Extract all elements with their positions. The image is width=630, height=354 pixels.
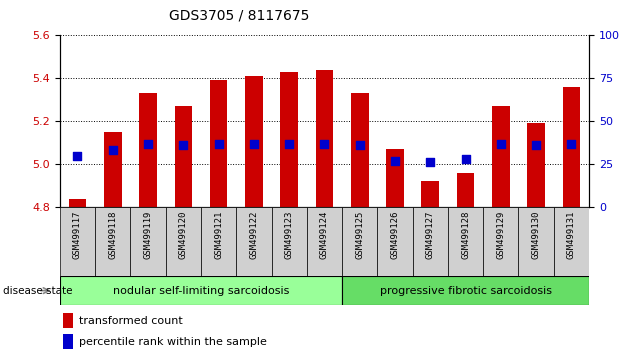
Bar (60, 276, 342, 305)
Point (390, 158, 400, 164)
Text: GSM499125: GSM499125 (355, 211, 364, 259)
Text: GSM499118: GSM499118 (108, 211, 117, 259)
Bar (386, 149, 404, 207)
Text: GSM499119: GSM499119 (144, 211, 152, 259)
Bar (63, 313, 72, 328)
Point (496, 141, 506, 147)
Bar (175, 106, 192, 207)
Bar (316, 70, 333, 207)
Point (355, 142, 365, 148)
Bar (95, 207, 130, 276)
Bar (280, 72, 298, 207)
Bar (210, 80, 227, 207)
Bar (518, 207, 554, 276)
Point (319, 141, 329, 147)
Text: GSM499131: GSM499131 (567, 211, 576, 259)
Bar (69, 199, 86, 207)
Bar (130, 207, 166, 276)
Bar (139, 93, 157, 207)
Bar (554, 207, 589, 276)
Bar (351, 93, 369, 207)
Point (425, 160, 435, 165)
Text: disease state: disease state (3, 286, 72, 296)
Bar (342, 207, 377, 276)
Text: GSM499120: GSM499120 (179, 211, 188, 259)
Bar (492, 106, 510, 207)
Bar (457, 173, 474, 207)
Point (249, 141, 259, 147)
Bar (60, 207, 95, 276)
Text: GSM499129: GSM499129 (496, 211, 505, 259)
Bar (421, 181, 439, 207)
Bar (201, 207, 236, 276)
Bar (527, 124, 545, 207)
Text: GSM499130: GSM499130 (532, 211, 541, 259)
Bar (104, 132, 122, 207)
Bar (563, 87, 580, 207)
Point (108, 148, 118, 153)
Bar (448, 207, 483, 276)
Bar (377, 207, 413, 276)
Point (461, 156, 471, 162)
Point (178, 142, 188, 148)
Point (284, 141, 294, 147)
Bar (342, 276, 589, 305)
Text: GSM499124: GSM499124 (320, 211, 329, 259)
Text: GSM499121: GSM499121 (214, 211, 223, 259)
Text: GSM499117: GSM499117 (73, 211, 82, 259)
Point (566, 141, 576, 147)
Text: GSM499127: GSM499127 (426, 211, 435, 259)
Text: nodular self-limiting sarcoidosis: nodular self-limiting sarcoidosis (113, 286, 289, 296)
Text: GSM499122: GSM499122 (249, 211, 258, 259)
Bar (63, 334, 72, 349)
Text: GSM499123: GSM499123 (285, 211, 294, 259)
Bar (413, 207, 448, 276)
Text: GSM499126: GSM499126 (391, 211, 399, 259)
Bar (245, 76, 263, 207)
Bar (166, 207, 201, 276)
Point (72, 153, 83, 158)
Text: progressive fibrotic sarcoidosis: progressive fibrotic sarcoidosis (379, 286, 552, 296)
Bar (272, 207, 307, 276)
Bar (483, 207, 518, 276)
Point (143, 141, 153, 147)
Text: transformed count: transformed count (79, 315, 183, 326)
Text: GDS3705 / 8117675: GDS3705 / 8117675 (169, 9, 309, 23)
Point (214, 141, 224, 147)
Bar (307, 207, 342, 276)
Point (531, 142, 541, 148)
Bar (236, 207, 272, 276)
Text: GSM499128: GSM499128 (461, 211, 470, 259)
Text: percentile rank within the sample: percentile rank within the sample (79, 337, 266, 347)
